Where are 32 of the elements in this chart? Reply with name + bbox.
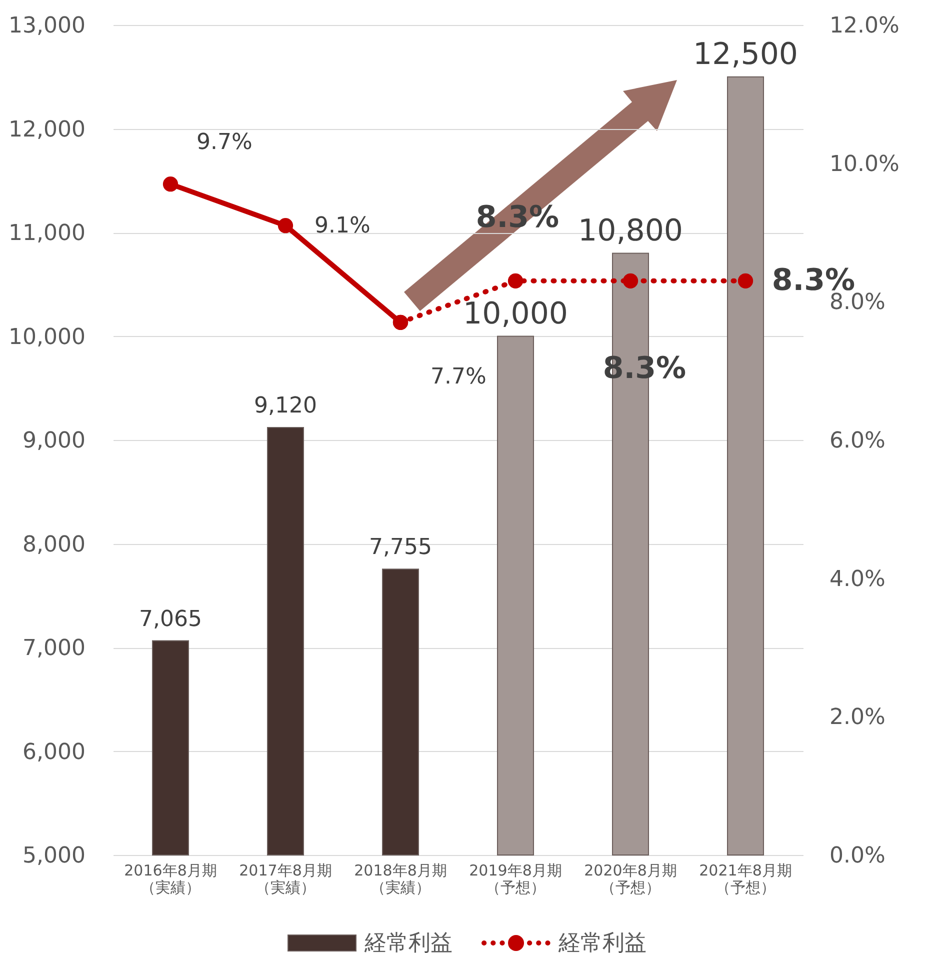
legend-label: 経常利益 bbox=[364, 930, 452, 953]
y-tick-label: 8,000 bbox=[22, 532, 86, 558]
data-label: 9.7% bbox=[196, 130, 252, 156]
y2-tick-label: 2.0% bbox=[830, 705, 886, 730]
y2-tick-label: 10.0% bbox=[830, 152, 900, 177]
x-tick-label: 2019年8月期（予想） bbox=[469, 862, 562, 896]
x-tick-label: 2017年8月期（実績） bbox=[239, 862, 332, 896]
x-tick-label: 2016年8月期（実績） bbox=[124, 862, 217, 896]
data-label: 9.1% bbox=[314, 214, 370, 239]
y-tick-label: 7,000 bbox=[22, 636, 86, 661]
y-tick-label: 13,000 bbox=[8, 14, 86, 38]
y-tick-label: 6,000 bbox=[22, 740, 86, 765]
data-label: 7,755 bbox=[369, 535, 432, 560]
x-tick-label: 2021年8月期（予想） bbox=[699, 862, 792, 896]
legend-label: 経常利益 bbox=[558, 930, 646, 953]
x-tick-label: 2020年8月期（予想） bbox=[584, 862, 677, 896]
y-tick-label: 10,000 bbox=[8, 324, 86, 350]
y2-tick-label: 4.0% bbox=[830, 566, 886, 592]
y2-tick-label: 12.0% bbox=[830, 14, 900, 38]
data-label: 9,120 bbox=[254, 394, 317, 419]
y2-tick-label: 6.0% bbox=[830, 428, 886, 454]
x-tick-label: 2018年8月期（実績） bbox=[354, 862, 447, 896]
data-label: 7,065 bbox=[139, 606, 202, 632]
data-label: 7.7% bbox=[430, 364, 486, 390]
y-tick-label: 9,000 bbox=[22, 428, 86, 454]
y2-tick-label: 0.0% bbox=[830, 844, 886, 868]
data-label: 12,500 bbox=[693, 36, 798, 72]
data-label: 10,800 bbox=[578, 213, 683, 248]
y-tick-label: 12,000 bbox=[8, 117, 86, 142]
y-tick-label: 5,000 bbox=[22, 844, 86, 868]
y-tick-label: 11,000 bbox=[8, 221, 86, 246]
data-label: 10,000 bbox=[463, 296, 568, 332]
